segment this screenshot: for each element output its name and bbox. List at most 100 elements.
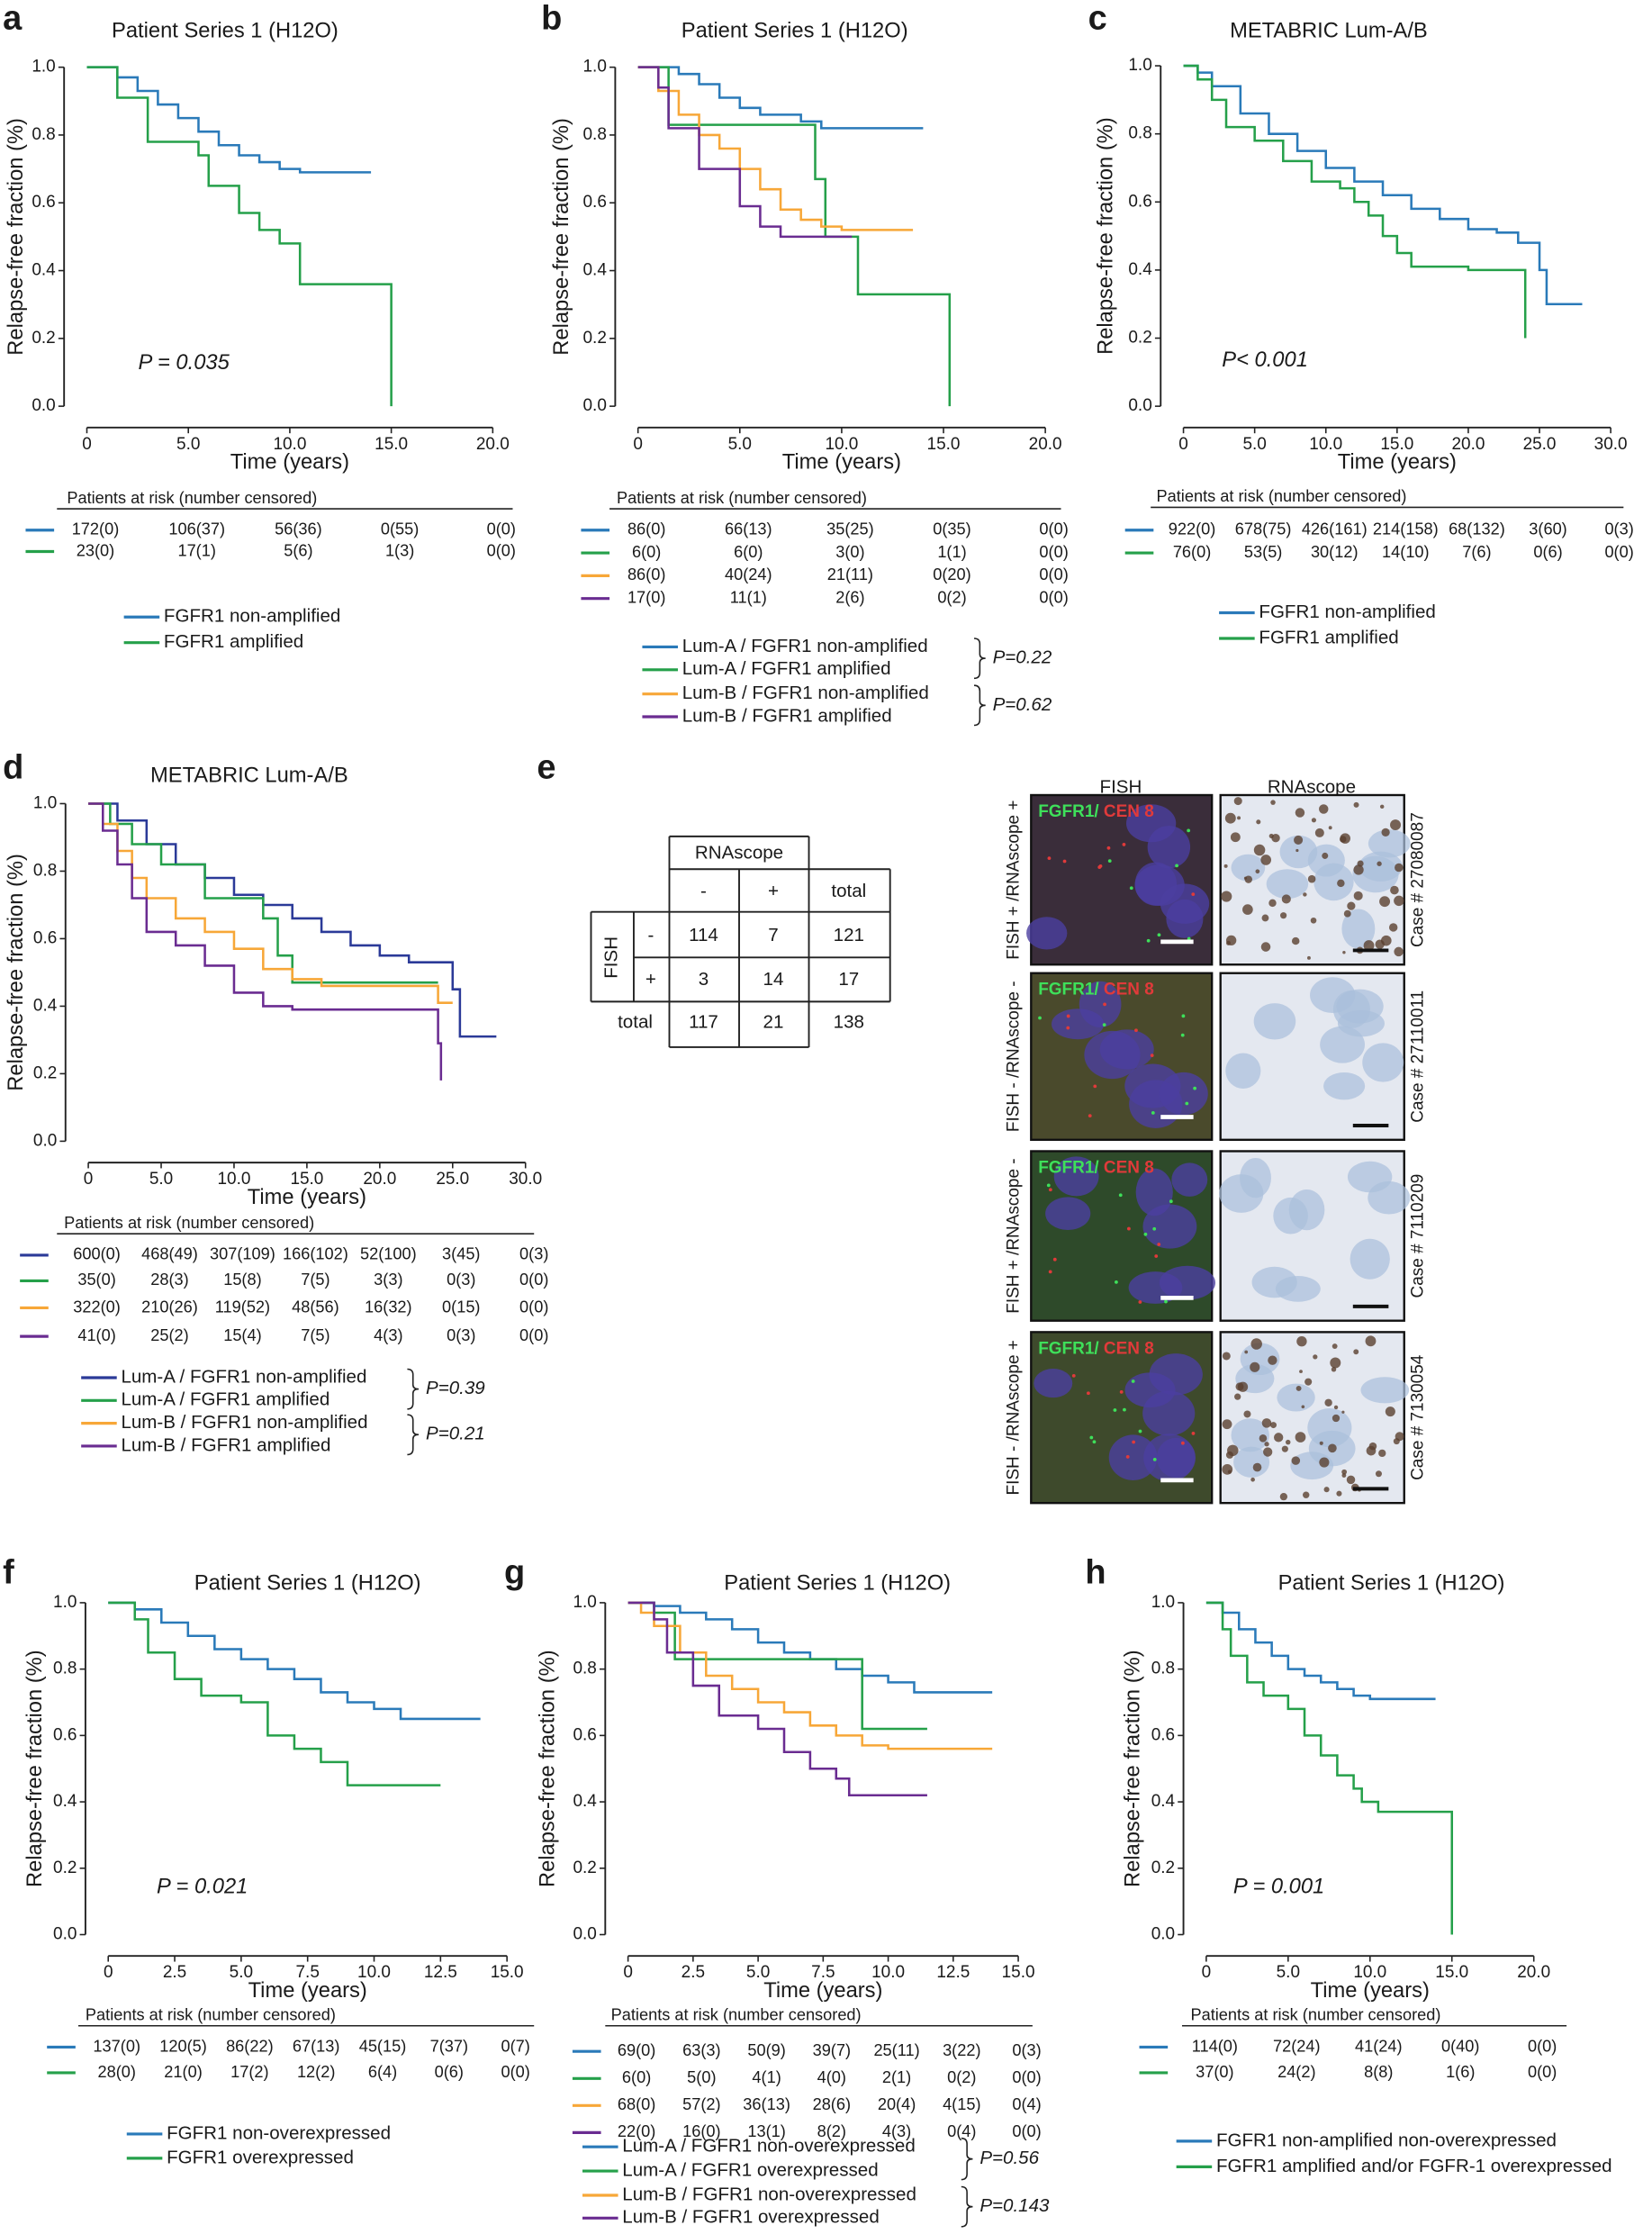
nucleus bbox=[1034, 1369, 1073, 1398]
image-row-label: FISH + /RNAscope + bbox=[1004, 800, 1023, 960]
chart-panel: c METABRIC Lum-A/B 0.0 0.2 0.4 0.6 0.8 1.0 0 5.0 1… bbox=[1088, 0, 1634, 647]
p-value: P=0.22 bbox=[993, 647, 1052, 668]
rnascope-dot bbox=[1319, 1441, 1323, 1445]
y-tick-label: 0.4 bbox=[583, 261, 607, 280]
risk-cell: 0(0) bbox=[1012, 2122, 1041, 2140]
rnascope-dot bbox=[1324, 1398, 1332, 1406]
table-cell: 7 bbox=[768, 925, 778, 945]
rnascope-dot bbox=[1378, 1449, 1386, 1458]
y-tick-label: 0.0 bbox=[1151, 1925, 1175, 1944]
table-col-label: total bbox=[831, 881, 866, 901]
rnascope-dot bbox=[1295, 1432, 1306, 1443]
risk-cell: 4(3) bbox=[374, 1326, 402, 1344]
x-axis-label: Time (years) bbox=[1338, 451, 1457, 475]
rnascope-dot bbox=[1285, 1439, 1291, 1445]
case-label: Case # 27080087 bbox=[1409, 812, 1428, 947]
y-tick-label: 0.0 bbox=[32, 396, 55, 415]
risk-cell: 53(5) bbox=[1244, 543, 1282, 561]
nucleus bbox=[1156, 1437, 1196, 1478]
fish-signal bbox=[1151, 1111, 1155, 1115]
survival-curve bbox=[88, 802, 438, 984]
bracket bbox=[973, 684, 986, 727]
y-axis-label: Relapse-free fraction (%) bbox=[5, 118, 28, 356]
rnascope-dot bbox=[1256, 819, 1261, 825]
y-axis-label: Relapse-free fraction (%) bbox=[1094, 117, 1117, 355]
probe-fgfr1: FGFR1/ bbox=[1038, 1158, 1099, 1177]
rnascope-dot bbox=[1279, 1492, 1288, 1501]
risk-cell: 41(24) bbox=[1355, 2037, 1403, 2055]
y-axis-label: Relapse-free fraction (%) bbox=[23, 1650, 47, 1887]
y-tick-label: 0.2 bbox=[1151, 1859, 1175, 1877]
fish-signal bbox=[1146, 938, 1151, 943]
probe-cen8: CEN 8 bbox=[1099, 1158, 1154, 1177]
risk-cell: 678(75) bbox=[1235, 520, 1292, 538]
fish-signal bbox=[1157, 933, 1161, 937]
fish-signal bbox=[1185, 1101, 1189, 1106]
y-tick-label: 0.0 bbox=[583, 396, 607, 415]
rnascope-dot bbox=[1274, 1433, 1284, 1443]
table-row-label: - bbox=[648, 925, 654, 945]
panel-letter: d bbox=[3, 749, 23, 787]
rnascope-dot bbox=[1341, 1469, 1348, 1475]
chart-title: Patient Series 1 (H12O) bbox=[1278, 1572, 1505, 1596]
risk-cell: 210(26) bbox=[141, 1298, 198, 1316]
risk-cell: 172(0) bbox=[72, 520, 120, 538]
rnascope-dot bbox=[1341, 1473, 1347, 1478]
rnascope-dot bbox=[1313, 1354, 1318, 1360]
risk-cell: 166(102) bbox=[283, 1245, 348, 1263]
risk-cell: 7(6) bbox=[1462, 543, 1491, 561]
risk-cell: 7(37) bbox=[430, 2037, 468, 2055]
panel-letter: b bbox=[541, 0, 562, 37]
table-col-header: RNAscope bbox=[695, 842, 783, 863]
y-tick-label: 1.0 bbox=[32, 58, 55, 77]
risk-cell: 13(1) bbox=[747, 2122, 785, 2140]
x-tick-label: 15.0 bbox=[375, 435, 408, 454]
rnascope-dot bbox=[1319, 804, 1329, 814]
rnascope-dot bbox=[1291, 936, 1300, 945]
cell-nucleus bbox=[1288, 1189, 1325, 1231]
cell-nucleus bbox=[1231, 854, 1266, 882]
p-value: P=0.62 bbox=[993, 694, 1052, 715]
risk-cell: 56(36) bbox=[275, 520, 322, 538]
cell-nucleus bbox=[1360, 1377, 1410, 1404]
x-axis-label: Time (years) bbox=[782, 451, 901, 475]
p-value: P=0.143 bbox=[979, 2195, 1050, 2216]
y-tick-label: 0.8 bbox=[53, 1660, 77, 1678]
fish-signal bbox=[1089, 1435, 1094, 1440]
rnascope-dot bbox=[1264, 1442, 1269, 1447]
y-tick-label: 0.2 bbox=[33, 1063, 57, 1082]
legend-label: Lum-B / FGFR1 overexpressed bbox=[622, 2207, 879, 2228]
risk-cell: 0(35) bbox=[933, 520, 970, 538]
risk-cell: 68(132) bbox=[1449, 520, 1505, 538]
probe-label: FGFR1/ CEN 8 bbox=[1038, 802, 1154, 821]
table-row-header: FISH bbox=[601, 936, 622, 979]
risk-cell: 25(2) bbox=[150, 1326, 188, 1344]
rnascope-dot bbox=[1347, 901, 1356, 910]
risk-cell: 0(0) bbox=[1604, 543, 1633, 561]
rnascope-dot bbox=[1252, 1462, 1262, 1472]
risk-cell: 0(3) bbox=[447, 1326, 475, 1344]
x-tick-label: 0 bbox=[633, 435, 643, 454]
fish-signal bbox=[1131, 1379, 1135, 1383]
risk-cell: 86(22) bbox=[226, 2037, 274, 2055]
cell-nucleus bbox=[1368, 1180, 1411, 1215]
risk-cell: 0(0) bbox=[487, 541, 516, 559]
legend-label: FGFR1 amplified bbox=[1259, 627, 1398, 647]
nucleus bbox=[1135, 1168, 1173, 1216]
y-axis-label: Relapse-free fraction (%) bbox=[5, 854, 28, 1091]
probe-fgfr1: FGFR1/ bbox=[1038, 1339, 1099, 1358]
x-axis-label: Time (years) bbox=[230, 451, 349, 475]
p-value: P = 0.035 bbox=[138, 351, 230, 375]
risk-cell: 7(5) bbox=[301, 1326, 329, 1344]
panel-letter: c bbox=[1088, 0, 1107, 37]
probe-label: FGFR1/ CEN 8 bbox=[1038, 1339, 1154, 1358]
fish-signal bbox=[1191, 892, 1196, 896]
fish-signal bbox=[1143, 1232, 1148, 1236]
risk-cell: 8(8) bbox=[1364, 2063, 1393, 2081]
risk-cell: 0(2) bbox=[937, 589, 966, 607]
rnascope-dot bbox=[1259, 1434, 1268, 1443]
x-tick-label: 5.0 bbox=[1277, 1963, 1300, 1982]
chart-panel: d METABRIC Lum-A/B 0.0 0.2 0.4 0.6 0.8 1.0 0 5.0 1… bbox=[3, 749, 548, 1456]
rnascope-dot bbox=[1375, 939, 1385, 949]
